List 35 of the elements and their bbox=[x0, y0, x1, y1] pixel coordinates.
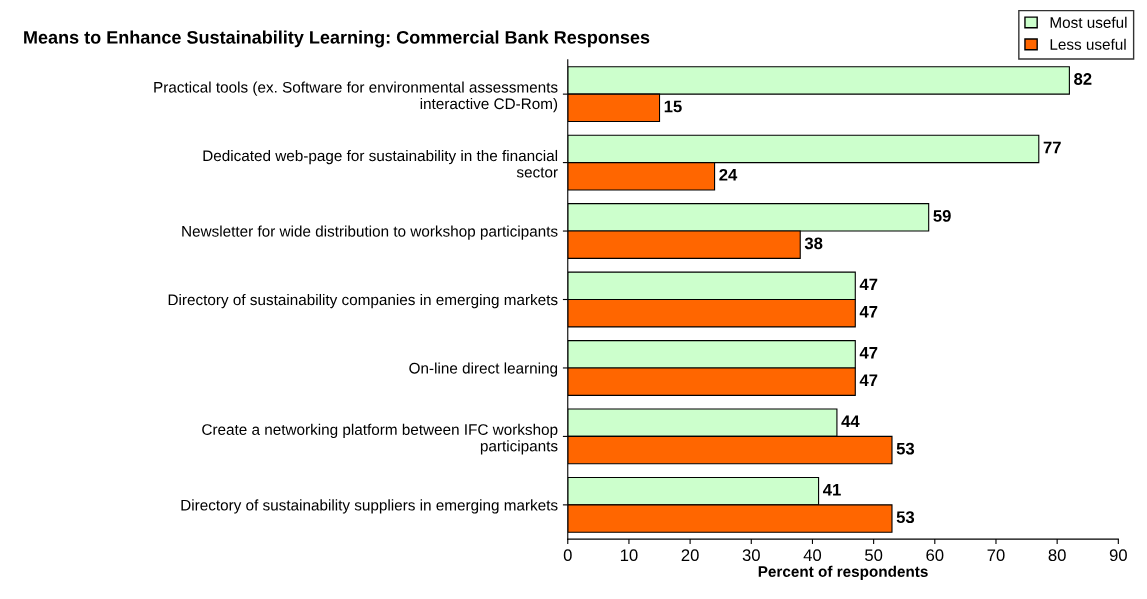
x-tick-label: 30 bbox=[742, 549, 760, 562]
x-tick-label: 60 bbox=[926, 549, 944, 562]
x-tick-label: 10 bbox=[620, 549, 638, 562]
y-tick-label: Practical tools (ex. Software for environmental assessments interactive CD-Rom) bbox=[154, 81, 558, 113]
data-label: 53 bbox=[896, 442, 915, 455]
y-tick-label: Directory of sustainability companies in emerging markets bbox=[168, 293, 558, 309]
x-tick-label: 80 bbox=[1048, 549, 1066, 562]
y-tick-label: Newsletter for wide distribution to workshop participants bbox=[182, 225, 558, 240]
data-label: 77 bbox=[1043, 141, 1061, 154]
y-tick-label: Directory of sustainability suppliers in emerging markets bbox=[181, 499, 558, 514]
text: Means to Enhance Sustainability Learning: Commercial Bank Responses bbox=[24, 30, 650, 48]
data-label: 59 bbox=[933, 210, 951, 222]
y-tick-label: Create a networking platform between IFC workshop participants bbox=[202, 423, 558, 455]
data-label: 47 bbox=[859, 306, 878, 318]
data-label: 41 bbox=[822, 484, 841, 496]
x-tick-label: 50 bbox=[865, 549, 883, 562]
data-label: 47 bbox=[859, 374, 878, 386]
x-axis-title: Percent of respondents bbox=[758, 565, 928, 580]
data-label: 15 bbox=[664, 100, 682, 113]
y-tick-label: Dedicated web-page for sustainability in the financial sector bbox=[203, 149, 558, 178]
legend-label: Most useful bbox=[1050, 16, 1127, 28]
data-label: 53 bbox=[896, 511, 915, 524]
x-tick-label: 40 bbox=[803, 549, 822, 562]
legend-label: Less useful bbox=[1050, 38, 1126, 50]
data-label: 47 bbox=[859, 278, 878, 291]
data-label: 47 bbox=[859, 347, 878, 359]
data-label: 44 bbox=[841, 415, 860, 428]
x-tick-label: 0 bbox=[563, 549, 572, 562]
x-tick-label: 20 bbox=[681, 549, 699, 562]
x-tick-label: 70 bbox=[987, 549, 1005, 562]
y-tick-label: On-line direct learning bbox=[409, 362, 558, 377]
data-label: 38 bbox=[804, 237, 823, 250]
data-label: 82 bbox=[1074, 73, 1092, 85]
x-tick-label: 90 bbox=[1109, 549, 1127, 562]
data-label: 24 bbox=[719, 168, 738, 181]
